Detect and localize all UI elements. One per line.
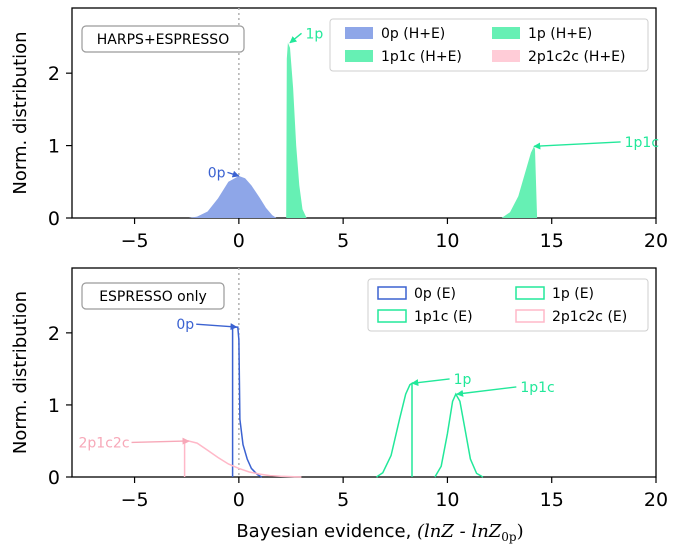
y-tick-label-0: 0 bbox=[48, 467, 60, 489]
y-tick-label-2: 2 bbox=[48, 323, 60, 345]
annotation-arrow-3 bbox=[131, 437, 190, 445]
x-tick-label-3: 10 bbox=[435, 489, 459, 511]
series-line-2 bbox=[434, 392, 484, 478]
panel-box-label-frame bbox=[81, 282, 225, 310]
panel-box-label: HARPS+ESPRESSO bbox=[97, 32, 229, 48]
legend-label-1: 1p (H+E) bbox=[528, 26, 592, 42]
panel-box-label: ESPRESSO only bbox=[99, 289, 207, 305]
legend-swatch-3 bbox=[492, 50, 520, 62]
x-tick-label-4: 15 bbox=[540, 230, 564, 252]
legend-frame bbox=[367, 278, 649, 332]
legend-swatch-1 bbox=[492, 27, 520, 39]
y-axis-label: Norm. distribution bbox=[10, 31, 31, 194]
series-line-3 bbox=[183, 440, 302, 478]
legend-swatch-2 bbox=[377, 309, 407, 323]
legend-swatch-0 bbox=[345, 27, 373, 39]
legend-swatch-3 bbox=[515, 309, 545, 323]
panel-bottom: −5 0 5 10 15 20 0 1 2 Norm. distribution 0p 1p 1p1c 2… bbox=[10, 267, 668, 511]
series-area-2 bbox=[501, 146, 538, 218]
x-tick-label-2: 5 bbox=[337, 230, 349, 252]
panel-box-label-frame bbox=[81, 25, 245, 53]
annotation-arrow-0 bbox=[196, 323, 238, 331]
legend-swatch-2 bbox=[345, 50, 373, 62]
x-axis-label-sub: 0p bbox=[501, 530, 517, 544]
annotation-label-2: 1p1c bbox=[520, 380, 554, 396]
series-line-1 bbox=[376, 381, 413, 478]
annotation-label-0: 0p bbox=[208, 165, 226, 181]
legend-swatch-0 bbox=[377, 286, 407, 300]
annotation-arrow-0 bbox=[227, 170, 240, 178]
x-tick-label-5: 20 bbox=[644, 230, 668, 252]
legend-label-0: 0p (E) bbox=[414, 286, 456, 302]
x-tick-label-0: −5 bbox=[121, 489, 149, 511]
legend-label-3: 2p1c2c (E) bbox=[552, 309, 627, 325]
y-tick-label-1: 1 bbox=[48, 395, 60, 417]
legend-swatch-1 bbox=[515, 286, 545, 300]
x-axis-label-close: ) bbox=[517, 521, 524, 542]
legend-label-1: 1p (E) bbox=[552, 286, 594, 302]
x-axis-label-math: (lnZ - lnZ bbox=[417, 521, 502, 542]
annotation-label-0: 0p bbox=[176, 317, 194, 333]
plot-frame bbox=[71, 7, 657, 219]
annotation-label-1: 1p bbox=[454, 372, 472, 388]
x-axis-label-prefix: Bayesian evidence, bbox=[236, 521, 417, 542]
series-area-0 bbox=[188, 176, 277, 218]
legend-label-2: 1p1c (H+E) bbox=[381, 49, 462, 65]
series-area-1 bbox=[286, 42, 307, 218]
annotation-arrow-2 bbox=[456, 386, 517, 397]
x-tick-label-1: 0 bbox=[233, 489, 245, 511]
legend-label-0: 0p (H+E) bbox=[381, 26, 445, 42]
annotation-label-2: 1p1c bbox=[625, 135, 659, 151]
legend-label-3: 2p1c2c (H+E) bbox=[528, 49, 625, 65]
panel-top: −5 0 5 10 15 20 0 1 2 Norm. distribution 0p 1p 1p1c H… bbox=[10, 7, 668, 252]
annotation-label-3: 2p1c2c bbox=[79, 435, 130, 451]
y-tick-label-2: 2 bbox=[48, 63, 60, 85]
annotation-arrow-2 bbox=[533, 141, 621, 150]
y-axis-label: Norm. distribution bbox=[10, 291, 31, 454]
legend-frame bbox=[329, 18, 649, 72]
annotation-label-1: 1p bbox=[306, 26, 324, 42]
plot-frame bbox=[71, 267, 657, 478]
x-tick-label-4: 15 bbox=[540, 489, 564, 511]
y-tick-label-1: 1 bbox=[48, 136, 60, 158]
x-tick-label-1: 0 bbox=[233, 230, 245, 252]
series-line-0 bbox=[231, 326, 263, 478]
x-tick-label-3: 10 bbox=[435, 230, 459, 252]
x-tick-label-2: 5 bbox=[337, 489, 349, 511]
x-tick-label-0: −5 bbox=[121, 230, 149, 252]
legend-label-2: 1p1c (E) bbox=[414, 309, 473, 325]
annotation-arrow-1 bbox=[289, 32, 302, 44]
annotation-arrow-1 bbox=[411, 378, 450, 387]
y-tick-label-0: 0 bbox=[48, 208, 60, 230]
x-axis-label: Bayesian evidence, (lnZ - lnZ0p) bbox=[236, 521, 523, 544]
x-tick-label-5: 20 bbox=[644, 489, 668, 511]
